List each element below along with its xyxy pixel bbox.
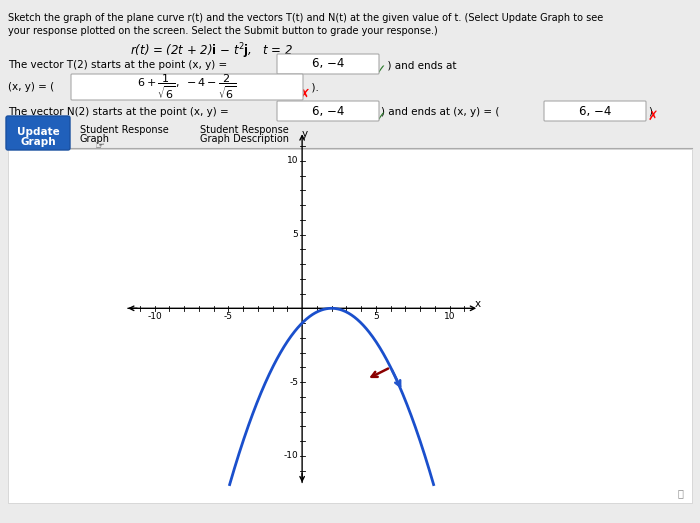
FancyBboxPatch shape: [277, 54, 379, 74]
FancyBboxPatch shape: [71, 74, 303, 100]
Text: The vector N(2) starts at the point (x, y) =: The vector N(2) starts at the point (x, …: [8, 107, 229, 117]
Text: 6, −4: 6, −4: [312, 58, 344, 71]
Text: ).: ).: [305, 82, 319, 92]
Text: Graph Description: Graph Description: [200, 134, 289, 144]
Text: ✓: ✓: [375, 63, 386, 77]
Text: Sketch the graph of the plane curve r(t) and the vectors T(t) and N(t) at the gi: Sketch the graph of the plane curve r(t)…: [8, 13, 603, 23]
Text: (x, y) = (: (x, y) = (: [8, 82, 54, 92]
Text: 5: 5: [293, 230, 298, 239]
Text: 5: 5: [373, 312, 379, 321]
Text: r(t) = (2t + 2)$\mathbf{i}$ $-$ t$^2$$\mathbf{j}$,   t = 2: r(t) = (2t + 2)$\mathbf{i}$ $-$ t$^2$$\m…: [130, 41, 293, 61]
Text: ✓: ✓: [375, 110, 386, 124]
Text: $6 + \dfrac{1}{\sqrt{6}}$, $\,-4 - \dfrac{2}{\sqrt{6}}$: $6 + \dfrac{1}{\sqrt{6}}$, $\,-4 - \dfra…: [137, 73, 237, 101]
Text: ).: ).: [648, 107, 655, 117]
Text: Student Response: Student Response: [200, 125, 288, 135]
Text: 6, −4: 6, −4: [579, 105, 611, 118]
Text: ✗: ✗: [648, 110, 659, 123]
Text: -5: -5: [289, 378, 298, 386]
Text: -5: -5: [224, 312, 233, 321]
Text: Update: Update: [17, 127, 60, 137]
Text: ) and ends at: ) and ends at: [381, 60, 456, 70]
Text: ) and ends at (x, y) = (: ) and ends at (x, y) = (: [381, 107, 499, 117]
FancyBboxPatch shape: [6, 116, 70, 150]
FancyBboxPatch shape: [8, 149, 692, 503]
Text: ☞: ☞: [95, 141, 105, 151]
Text: The vector T(2) starts at the point (x, y) =: The vector T(2) starts at the point (x, …: [8, 60, 228, 70]
Text: y: y: [302, 129, 308, 139]
Text: -10: -10: [147, 312, 162, 321]
Text: 6, −4: 6, −4: [312, 105, 344, 118]
Text: your response plotted on the screen. Select the Submit button to grade your resp: your response plotted on the screen. Sel…: [8, 26, 438, 36]
Text: ⓘ: ⓘ: [677, 488, 683, 498]
Text: ✗: ✗: [298, 88, 309, 102]
Text: x: x: [475, 299, 481, 309]
Text: 10: 10: [444, 312, 456, 321]
FancyBboxPatch shape: [277, 101, 379, 121]
Text: Graph: Graph: [80, 134, 110, 144]
Text: Graph: Graph: [20, 137, 56, 147]
Text: Student Response: Student Response: [80, 125, 169, 135]
Text: -10: -10: [284, 451, 298, 460]
FancyBboxPatch shape: [544, 101, 646, 121]
Text: 10: 10: [286, 156, 298, 165]
